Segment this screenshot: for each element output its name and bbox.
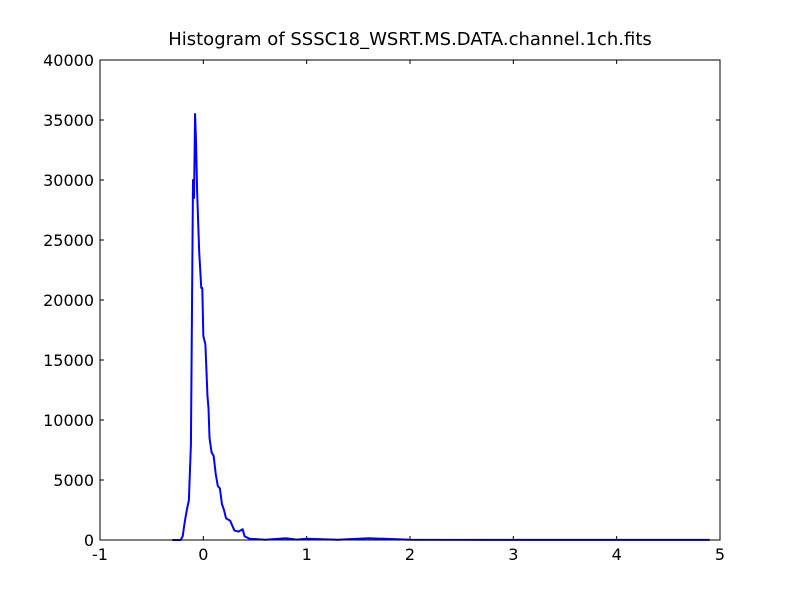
y-tick-label: 15000 xyxy=(43,351,94,370)
chart-title: Histogram of SSSC18_WSRT.MS.DATA.channel… xyxy=(168,29,652,50)
x-tick-label: 2 xyxy=(405,545,415,564)
y-tick-label: 0 xyxy=(84,531,94,550)
x-tick-label: 1 xyxy=(302,545,312,564)
x-tick-label: 5 xyxy=(715,545,725,564)
y-tick-label: 25000 xyxy=(43,231,94,250)
x-tick-label: 4 xyxy=(612,545,622,564)
y-tick-label: 40000 xyxy=(43,51,94,70)
y-tick-label: 30000 xyxy=(43,171,94,190)
y-tick-label: 20000 xyxy=(43,291,94,310)
y-tick-label: 5000 xyxy=(53,471,94,490)
x-tick-label: -1 xyxy=(92,545,108,564)
y-tick-label: 10000 xyxy=(43,411,94,430)
x-tick-label: 3 xyxy=(508,545,518,564)
y-tick-label: 35000 xyxy=(43,111,94,130)
data-line xyxy=(172,113,710,541)
x-tick-label: 0 xyxy=(198,545,208,564)
